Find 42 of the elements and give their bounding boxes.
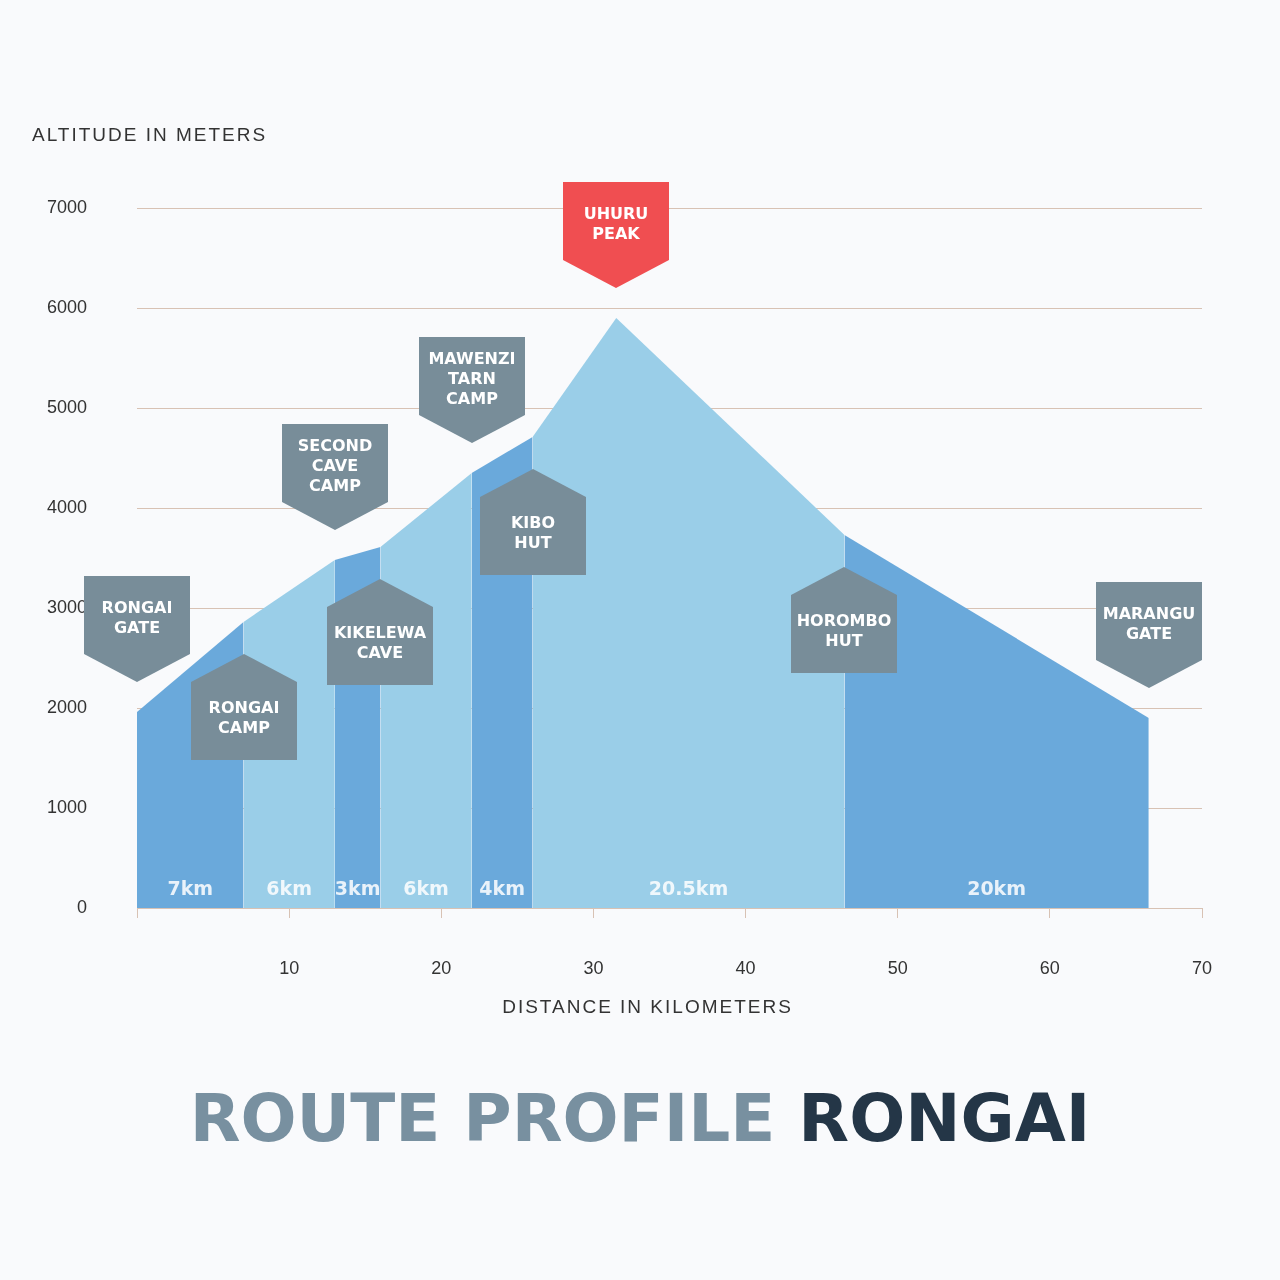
series-label: 20.5km xyxy=(648,876,729,899)
signpost-marker: SECOND CAVE CAMP xyxy=(281,424,388,530)
y-tick-label: 0 xyxy=(76,896,87,917)
x-axis-title: DISTANCE IN KILOMETERS xyxy=(501,996,794,1018)
y-tick-label: 6000 xyxy=(46,296,87,317)
y-axis-title: ALTITUDE IN METERS xyxy=(32,124,268,146)
annotation: MAWENZI TARN CAMP xyxy=(428,348,516,408)
x-tick-label: 10 xyxy=(279,957,300,978)
signpost-marker: UHURU PEAK xyxy=(563,182,670,288)
x-tick-label: 40 xyxy=(735,957,756,978)
text: ROUTE PROFILE RONGAI xyxy=(188,1080,1092,1157)
y-tick-label: 7000 xyxy=(46,196,87,217)
series-label: 4km xyxy=(479,876,525,899)
signpost-marker: MAWENZI TARN CAMP xyxy=(418,337,525,443)
y-tick-label: 5000 xyxy=(46,396,87,417)
series-label: 6km xyxy=(403,876,449,899)
signpost-marker: HOROMBO HUT xyxy=(791,567,898,673)
series-label: 3km xyxy=(334,876,381,899)
x-tick-label: 30 xyxy=(583,957,604,978)
annotation: UHURU PEAK xyxy=(583,203,649,243)
signpost-marker: MARANGU GATE xyxy=(1095,582,1202,688)
series-label: 20km xyxy=(967,876,1027,899)
annotation: MARANGU GATE xyxy=(1102,603,1196,643)
x-tick-label: 70 xyxy=(1191,957,1213,978)
signpost-marker: RONGAI GATE xyxy=(84,576,190,682)
annotation: RONGAI CAMP xyxy=(208,697,279,737)
x-tick-label: 50 xyxy=(887,957,908,978)
annotation: HOROMBO HUT xyxy=(797,610,892,650)
annotation: KIBO HUT xyxy=(510,512,555,552)
x-tick-label: 60 xyxy=(1039,957,1060,978)
x-tick-label: 20 xyxy=(431,957,452,978)
signpost-marker: KIBO HUT xyxy=(479,469,586,575)
annotation: SECOND CAVE CAMP xyxy=(297,435,373,495)
series-label: 7km xyxy=(167,876,214,899)
annotation: KIKELEWA CAVE xyxy=(334,622,428,662)
y-tick-label: 4000 xyxy=(46,496,87,517)
signpost-marker: RONGAI CAMP xyxy=(190,654,297,760)
y-tick-label: 2000 xyxy=(46,696,87,717)
annotation: RONGAI GATE xyxy=(101,597,173,637)
signpost-marker: KIKELEWA CAVE xyxy=(327,579,434,685)
series-label: 6km xyxy=(266,876,312,899)
y-tick-label: 1000 xyxy=(46,796,87,817)
